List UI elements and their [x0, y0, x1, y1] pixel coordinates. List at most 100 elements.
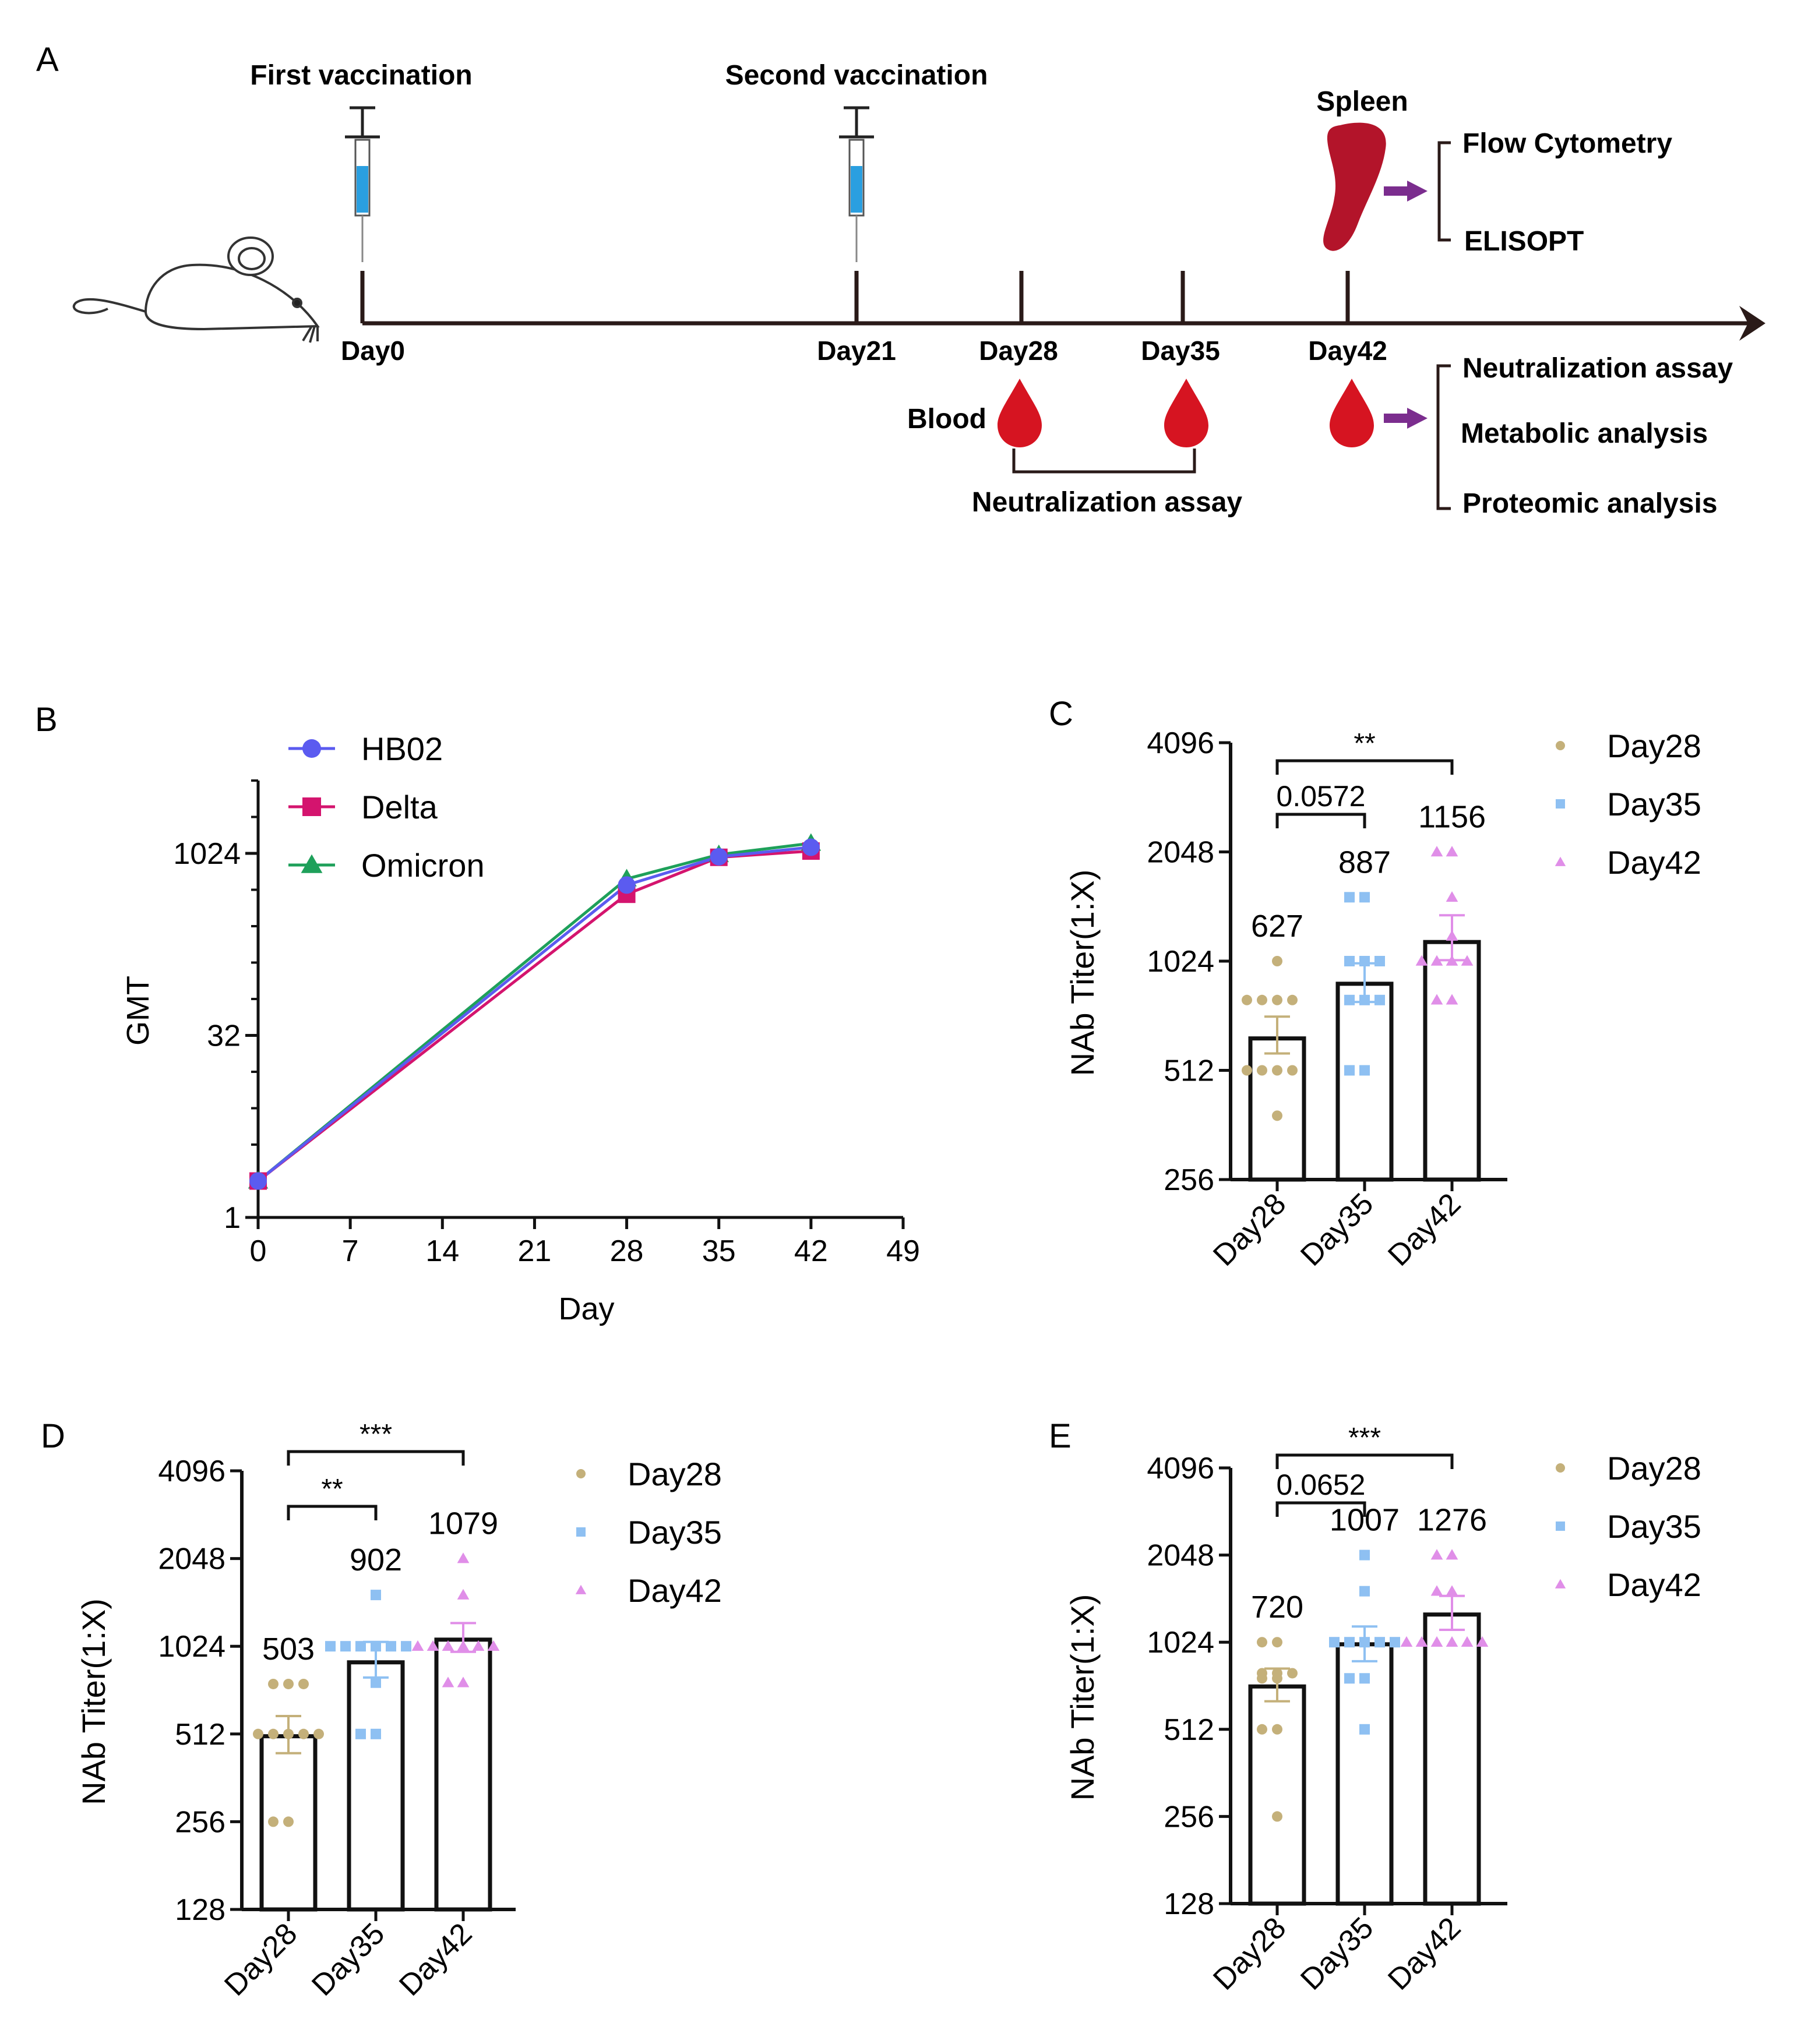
y-axis-label: NAb Titer(1:X) — [75, 1598, 112, 1805]
data-point-day35 — [355, 1728, 366, 1739]
x-tick-label: 14 — [425, 1234, 459, 1268]
spleen-assay-label: Flow Cytometry — [1462, 128, 1672, 159]
day-label: Day21 — [817, 336, 896, 366]
legend-label: Day28 — [1607, 728, 1701, 764]
data-point-day35 — [1344, 1673, 1355, 1684]
data-point-day42 — [472, 1640, 485, 1651]
data-point-day28 — [1272, 1065, 1282, 1076]
data-point-day35 — [325, 1641, 336, 1652]
data-point-day35 — [1359, 892, 1370, 903]
data-point-day42 — [1476, 1636, 1489, 1647]
x-tick-label: Day42 — [1381, 1911, 1467, 1996]
x-tick-label: 28 — [610, 1234, 644, 1268]
legend-label: Day35 — [628, 1514, 722, 1551]
syringe-icon — [839, 106, 874, 262]
y-tick-label: 1024 — [173, 837, 241, 871]
blood-assay-item: Proteomic analysis — [1462, 488, 1718, 519]
x-tick-label: Day42 — [1381, 1187, 1467, 1272]
data-point-day28 — [1272, 1724, 1282, 1735]
y-tick-label: 32 — [207, 1019, 241, 1053]
legend-label: Day35 — [1607, 1508, 1701, 1545]
data-point-day28 — [1272, 1811, 1282, 1822]
y-tick-label: 256 — [1164, 1800, 1214, 1834]
legend-label: Day42 — [628, 1572, 722, 1609]
data-point-day35 — [371, 1728, 381, 1739]
data-point-day28 — [283, 1816, 294, 1827]
value-label: 503 — [262, 1632, 315, 1667]
significance-label: 0.0652 — [1277, 1468, 1366, 1501]
data-point-day42 — [1415, 1636, 1428, 1647]
data-point-day28 — [1242, 1065, 1252, 1076]
panel-b-label: B — [35, 701, 58, 739]
panel-label: D — [41, 1417, 65, 1455]
data-point-day35 — [401, 1641, 411, 1652]
data-point-day28 — [1272, 956, 1282, 966]
data-point-day35 — [1390, 1637, 1400, 1648]
legend-marker — [1555, 1579, 1566, 1588]
data-point-day35 — [1374, 956, 1385, 966]
data-point-day35 — [1344, 892, 1355, 903]
data-point-day35 — [1374, 994, 1385, 1005]
x-tick-label: Day35 — [1294, 1911, 1380, 1996]
data-point-day35 — [371, 1677, 381, 1688]
legend-marker — [575, 1584, 587, 1594]
second-vaccination-label: Second vaccination — [725, 60, 988, 91]
data-point-hb02 — [618, 876, 636, 894]
data-point-day28 — [298, 1728, 309, 1739]
significance-bracket — [287, 1505, 378, 1520]
value-label: 887 — [1338, 845, 1391, 880]
arrow-icon — [1384, 408, 1428, 429]
data-point-day35 — [1359, 1549, 1370, 1561]
significance-label: ** — [1354, 728, 1375, 759]
x-tick-label: Day28 — [1207, 1187, 1292, 1272]
panel-label: E — [1049, 1417, 1072, 1455]
bar — [1423, 1612, 1481, 1906]
series-line-hb02 — [257, 846, 812, 1182]
data-point-day35 — [355, 1641, 366, 1652]
data-point-day35 — [1344, 1065, 1355, 1076]
value-label: 902 — [350, 1542, 402, 1577]
y-tick-label: 4096 — [158, 1455, 225, 1488]
day-label: Day35 — [1141, 336, 1220, 366]
legend-label: HB02 — [361, 730, 443, 767]
data-point-day35 — [371, 1590, 381, 1601]
data-point-day35 — [1359, 1724, 1370, 1735]
legend-marker — [302, 797, 321, 816]
y-tick-label: 128 — [1164, 1887, 1214, 1921]
data-point-day28 — [298, 1678, 309, 1689]
y-tick-label: 1 — [224, 1201, 241, 1235]
y-tick-label: 4096 — [1147, 1452, 1214, 1485]
data-point-day35 — [386, 1641, 396, 1652]
value-label: 1276 — [1417, 1503, 1487, 1538]
spleen-assay-bracket — [1437, 141, 1451, 242]
data-point-day35 — [340, 1641, 351, 1652]
significance-bracket — [1275, 759, 1454, 775]
data-point-day42 — [457, 1676, 470, 1688]
y-axis-label: GMT — [121, 976, 156, 1046]
x-tick-label: Day42 — [393, 1916, 478, 2002]
bar — [1335, 982, 1394, 1182]
significance-bracket — [1275, 1453, 1454, 1469]
data-point-day28 — [1272, 1637, 1282, 1648]
timeline-arrowhead-icon — [1739, 306, 1765, 341]
blood-label: Blood — [907, 404, 986, 435]
significance-label: *** — [1348, 1422, 1381, 1453]
y-tick-label: 256 — [1164, 1163, 1214, 1197]
legend-label: Day28 — [628, 1456, 722, 1492]
legend-label: Day42 — [1607, 1566, 1701, 1603]
data-point-hb02 — [710, 848, 728, 866]
bar — [1423, 940, 1481, 1182]
data-point-day35 — [1359, 1065, 1370, 1076]
legend-label: Omicron — [361, 847, 485, 884]
x-tick-label: Day35 — [1294, 1187, 1380, 1272]
data-point-day28 — [1257, 1065, 1267, 1076]
legend-label: Day35 — [1607, 786, 1701, 822]
data-point-day42 — [411, 1640, 424, 1651]
blood-drop-icon — [998, 379, 1042, 447]
x-tick-label: 49 — [886, 1234, 920, 1268]
data-point-day42 — [1446, 994, 1458, 1005]
spleen-label: Spleen — [1316, 86, 1408, 117]
data-point-day28 — [283, 1678, 294, 1689]
significance-label: 0.0572 — [1277, 780, 1366, 813]
